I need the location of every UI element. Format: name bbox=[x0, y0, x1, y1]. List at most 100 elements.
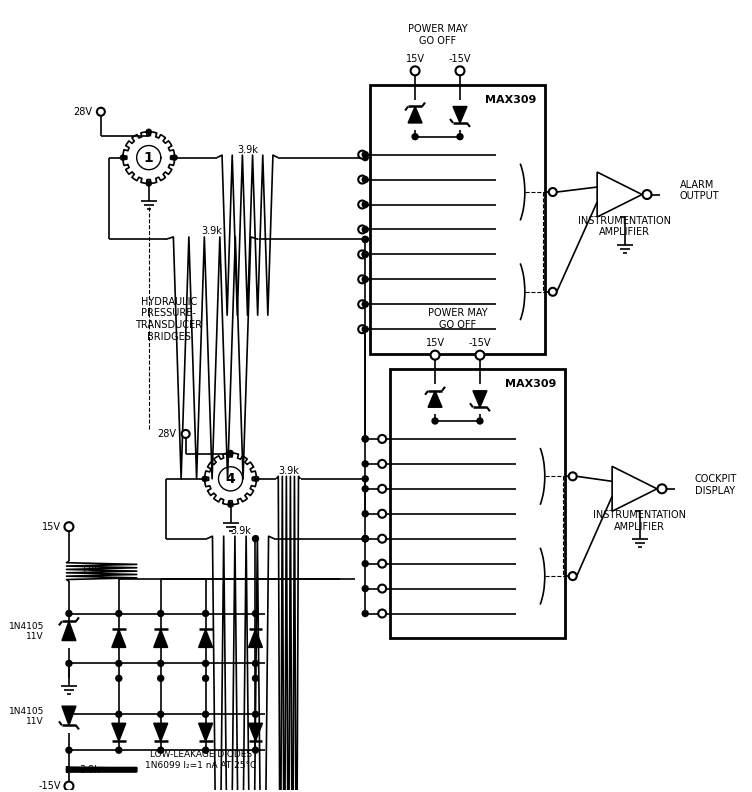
Circle shape bbox=[362, 201, 368, 208]
Text: INSTRUMENTATION
AMPLIFIER: INSTRUMENTATION AMPLIFIER bbox=[578, 215, 671, 238]
Text: POWER MAY
GO OFF: POWER MAY GO OFF bbox=[408, 24, 467, 46]
Circle shape bbox=[253, 711, 259, 718]
Circle shape bbox=[456, 67, 465, 75]
Text: POWER MAY
GO OFF: POWER MAY GO OFF bbox=[428, 308, 487, 330]
Text: 1N4105
11V: 1N4105 11V bbox=[8, 622, 44, 642]
Circle shape bbox=[202, 476, 207, 482]
Text: -: - bbox=[602, 181, 606, 193]
Circle shape bbox=[657, 485, 666, 493]
Circle shape bbox=[116, 747, 122, 753]
Circle shape bbox=[378, 610, 387, 618]
Circle shape bbox=[362, 535, 368, 542]
Circle shape bbox=[228, 502, 233, 507]
Circle shape bbox=[358, 276, 366, 284]
Circle shape bbox=[116, 661, 122, 666]
Circle shape bbox=[158, 747, 164, 753]
Circle shape bbox=[362, 485, 368, 492]
Circle shape bbox=[254, 476, 259, 482]
Circle shape bbox=[116, 611, 122, 616]
Text: -: - bbox=[617, 475, 621, 488]
Circle shape bbox=[362, 177, 368, 183]
Text: -15V: -15V bbox=[449, 54, 472, 64]
Polygon shape bbox=[473, 390, 487, 407]
Circle shape bbox=[66, 661, 72, 666]
Circle shape bbox=[358, 326, 366, 333]
Polygon shape bbox=[453, 106, 467, 123]
Text: 4: 4 bbox=[226, 472, 235, 485]
Text: 3.9k: 3.9k bbox=[237, 145, 258, 154]
Polygon shape bbox=[248, 723, 262, 741]
Polygon shape bbox=[112, 630, 126, 647]
Circle shape bbox=[569, 572, 577, 580]
Text: 3.9k: 3.9k bbox=[202, 227, 223, 237]
Circle shape bbox=[116, 676, 122, 681]
Circle shape bbox=[66, 611, 72, 616]
Circle shape bbox=[362, 154, 368, 161]
Text: HYDRAULIC
PRESSURE-
TRANSDUCER
BRIDGES: HYDRAULIC PRESSURE- TRANSDUCER BRIDGES bbox=[135, 297, 202, 341]
Text: LOW-LEAKAGE DIODES
1N6099 I₂=1 nA AT 25°C: LOW-LEAKAGE DIODES 1N6099 I₂=1 nA AT 25°… bbox=[145, 751, 256, 770]
Polygon shape bbox=[153, 630, 168, 647]
Text: 1: 1 bbox=[144, 150, 153, 165]
Circle shape bbox=[362, 276, 368, 282]
Circle shape bbox=[362, 461, 368, 466]
Circle shape bbox=[362, 476, 368, 482]
Circle shape bbox=[642, 190, 651, 199]
Text: +: + bbox=[599, 196, 609, 208]
Circle shape bbox=[202, 711, 208, 718]
Text: 3.9k: 3.9k bbox=[79, 764, 100, 775]
Circle shape bbox=[202, 676, 208, 681]
Circle shape bbox=[362, 301, 368, 307]
Circle shape bbox=[362, 535, 368, 542]
Circle shape bbox=[378, 435, 387, 443]
Circle shape bbox=[358, 176, 366, 184]
Text: +: + bbox=[614, 489, 624, 503]
Polygon shape bbox=[199, 630, 213, 647]
Circle shape bbox=[432, 418, 438, 424]
Circle shape bbox=[362, 585, 368, 592]
Polygon shape bbox=[612, 466, 657, 512]
Text: 28V: 28V bbox=[73, 107, 92, 116]
Text: INSTRUMENTATION
AMPLIFIER: INSTRUMENTATION AMPLIFIER bbox=[593, 510, 686, 531]
Text: 15V: 15V bbox=[42, 522, 61, 531]
Circle shape bbox=[253, 747, 259, 753]
Circle shape bbox=[362, 535, 368, 542]
Circle shape bbox=[120, 155, 126, 160]
Circle shape bbox=[202, 611, 208, 616]
Circle shape bbox=[475, 351, 484, 360]
Circle shape bbox=[253, 676, 259, 681]
Circle shape bbox=[362, 436, 368, 442]
Circle shape bbox=[253, 535, 259, 542]
Bar bbox=[390, 369, 565, 638]
Circle shape bbox=[202, 747, 208, 753]
Circle shape bbox=[202, 661, 208, 666]
Bar bbox=[370, 85, 544, 354]
Polygon shape bbox=[62, 622, 76, 641]
Circle shape bbox=[362, 237, 368, 242]
Circle shape bbox=[362, 151, 368, 158]
Circle shape bbox=[362, 237, 368, 242]
Circle shape bbox=[378, 535, 387, 543]
Circle shape bbox=[378, 560, 387, 568]
Polygon shape bbox=[248, 630, 262, 647]
Circle shape bbox=[362, 611, 368, 616]
Circle shape bbox=[253, 661, 259, 666]
Circle shape bbox=[66, 747, 72, 753]
Circle shape bbox=[116, 711, 122, 718]
Circle shape bbox=[358, 250, 366, 258]
Circle shape bbox=[358, 226, 366, 234]
Text: -15V: -15V bbox=[468, 338, 491, 348]
Circle shape bbox=[378, 460, 387, 468]
Circle shape bbox=[172, 155, 177, 160]
Circle shape bbox=[358, 150, 366, 158]
Text: ALARM
OUTPUT: ALARM OUTPUT bbox=[680, 180, 720, 201]
Text: -15V: -15V bbox=[38, 781, 61, 791]
Circle shape bbox=[228, 451, 233, 455]
Text: 28V: 28V bbox=[158, 429, 177, 439]
Circle shape bbox=[253, 611, 259, 616]
Circle shape bbox=[146, 181, 151, 186]
Circle shape bbox=[65, 522, 74, 531]
Text: 15V: 15V bbox=[405, 54, 425, 64]
Text: COCKPIT
DISPLAY: COCKPIT DISPLAY bbox=[695, 474, 737, 496]
Text: 1N4105
11V: 1N4105 11V bbox=[8, 706, 44, 726]
Text: 3.9k: 3.9k bbox=[278, 466, 299, 476]
